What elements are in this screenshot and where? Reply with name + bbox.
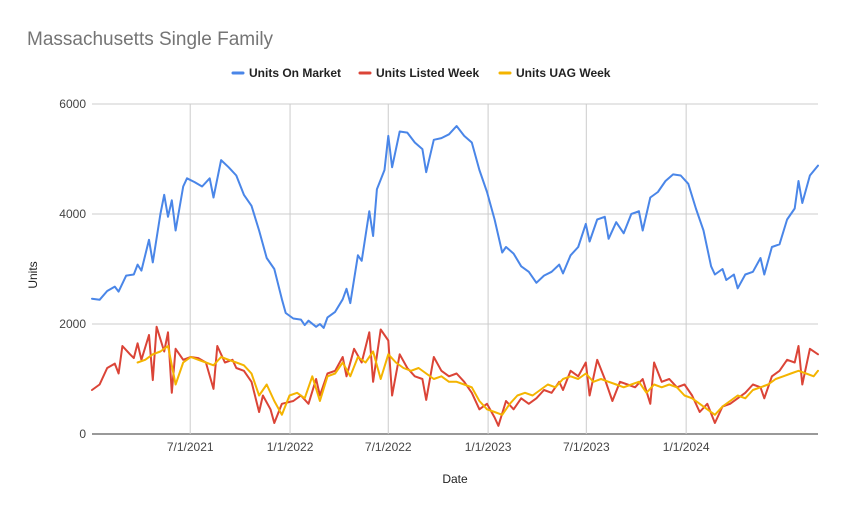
legend: Units On Market Units Listed Week Units UA… bbox=[231, 66, 611, 80]
y-tick-label: 4000 bbox=[59, 207, 86, 221]
x-tick-label: 7/1/2023 bbox=[563, 440, 610, 454]
gridlines bbox=[92, 103, 818, 435]
legend-label: Units UAG Week bbox=[516, 66, 611, 80]
legend-label: Units On Market bbox=[249, 66, 341, 80]
x-tick-label: 1/1/2023 bbox=[465, 440, 512, 454]
y-tick-label: 6000 bbox=[59, 97, 86, 111]
series-line-1 bbox=[91, 125, 819, 329]
series-lines bbox=[91, 125, 819, 427]
x-tick-label: 1/1/2024 bbox=[663, 440, 710, 454]
x-tick-label: 1/1/2022 bbox=[267, 440, 314, 454]
y-tick-label: 0 bbox=[79, 427, 86, 441]
y-axis-title: Units bbox=[26, 261, 40, 288]
x-axis-title: Date bbox=[442, 472, 468, 486]
legend-label: Units Listed Week bbox=[376, 66, 479, 80]
x-axis-ticks: 7/1/2021 1/1/2022 7/1/2022 1/1/2023 7/1/2023… bbox=[167, 440, 710, 454]
y-tick-label: 2000 bbox=[59, 317, 86, 331]
y-axis-ticks: 0 2000 4000 6000 bbox=[59, 97, 86, 441]
x-tick-label: 7/1/2021 bbox=[167, 440, 214, 454]
x-tick-label: 7/1/2022 bbox=[365, 440, 412, 454]
chart-title: Massachusetts Single Family bbox=[27, 29, 274, 50]
series-line-3 bbox=[136, 345, 819, 416]
